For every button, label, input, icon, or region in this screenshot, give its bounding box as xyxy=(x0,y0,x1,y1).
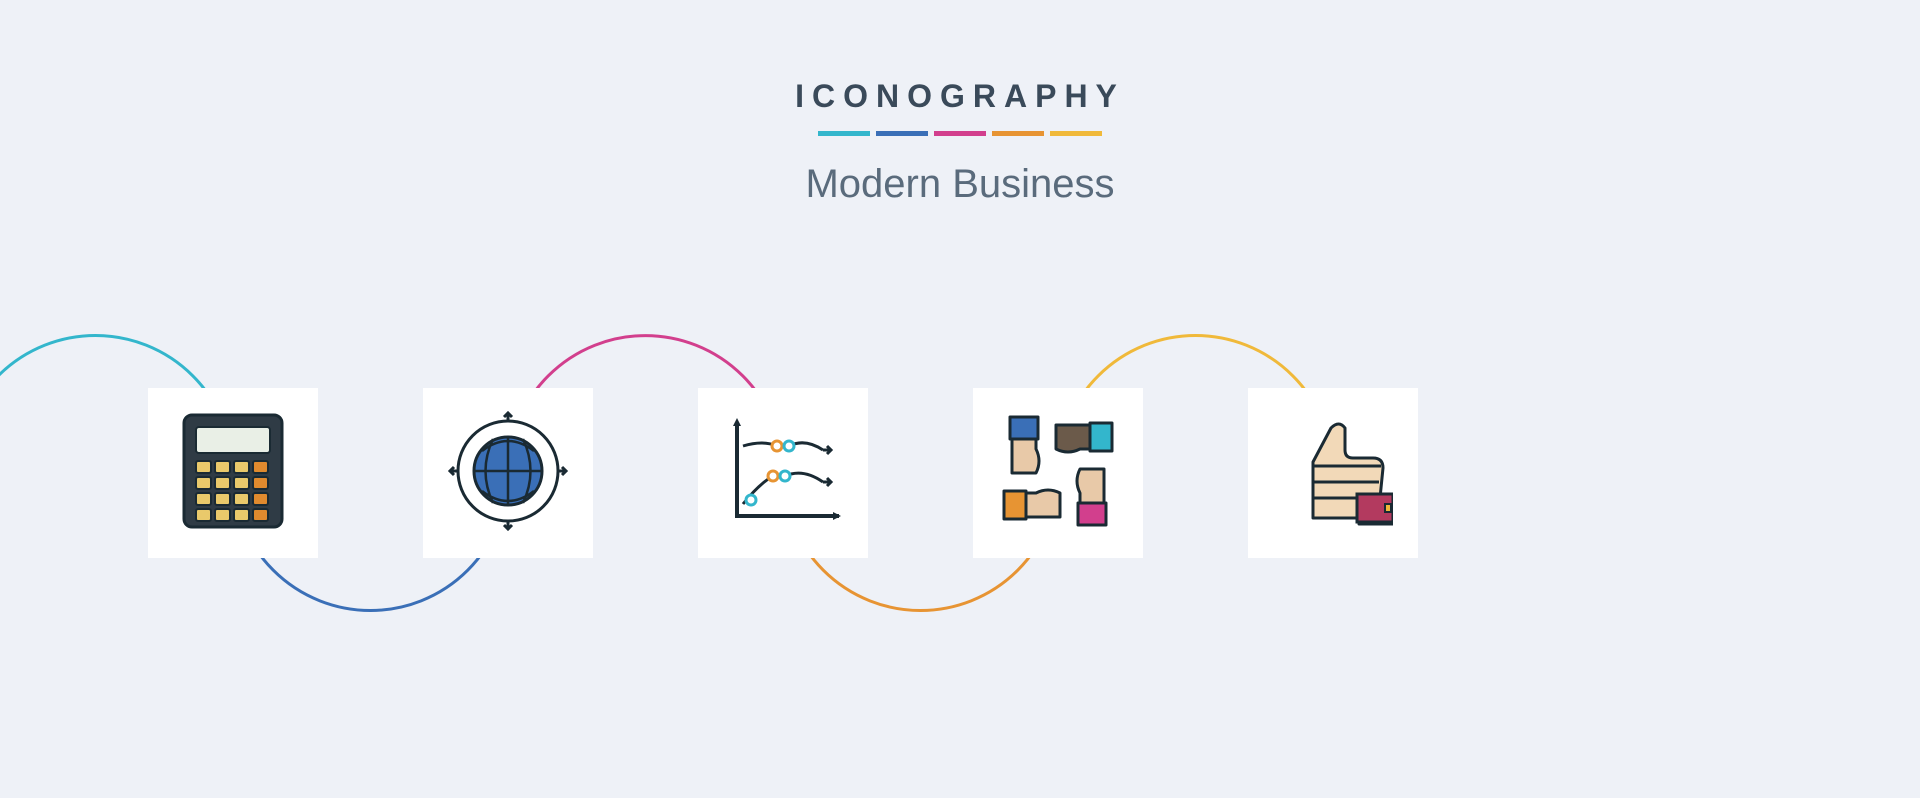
underline-seg-1 xyxy=(818,131,870,136)
globe-network-icon xyxy=(448,411,568,536)
icon-tile-4 xyxy=(973,388,1143,558)
calculator-icon xyxy=(178,411,288,536)
icon-tile-3 xyxy=(698,388,868,558)
icon-tile-2 xyxy=(423,388,593,558)
underline-seg-5 xyxy=(1050,131,1102,136)
analytics-chart-icon xyxy=(723,416,843,531)
subtitle: Modern Business xyxy=(0,162,1920,207)
underline-seg-4 xyxy=(992,131,1044,136)
brand-underline xyxy=(0,131,1920,136)
thumbs-up-icon xyxy=(1273,416,1393,531)
brand-title: ICONOGRAPHY xyxy=(0,78,1920,115)
icon-tile-5 xyxy=(1248,388,1418,558)
teamwork-hands-icon xyxy=(998,411,1118,536)
underline-seg-3 xyxy=(934,131,986,136)
icon-tile-1 xyxy=(148,388,318,558)
underline-seg-2 xyxy=(876,131,928,136)
header: ICONOGRAPHY Modern Business xyxy=(0,78,1920,207)
